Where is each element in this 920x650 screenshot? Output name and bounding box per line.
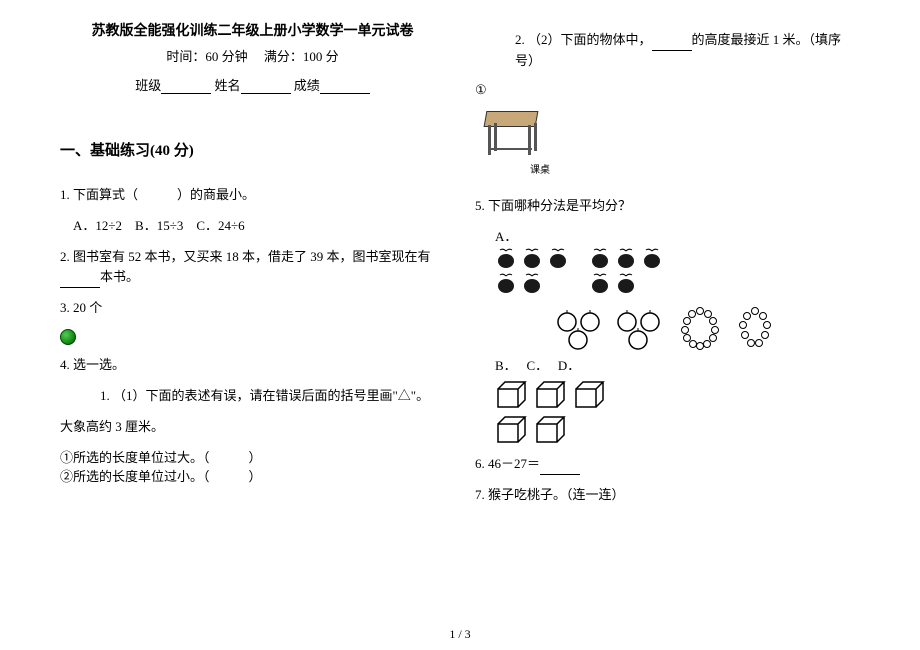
exam-title: 苏教版全能强化训练二年级上册小学数学一单元试卷: [60, 20, 445, 40]
acorn-icon: [547, 248, 569, 270]
acorn-icon: [495, 248, 517, 270]
q5-num: 5.: [475, 198, 485, 213]
q7-num: 7.: [475, 487, 485, 502]
acorn-icon: [589, 273, 611, 295]
desk-label: 课桌: [530, 161, 860, 176]
green-ball-icon: [60, 329, 76, 345]
question-1: 1. 下面算式（ ）的商最小。: [60, 185, 445, 206]
q5-text: 下面哪种分法是平均分？: [488, 198, 631, 213]
apples-icon: [555, 310, 605, 350]
class-label: 班级: [135, 78, 161, 93]
acorn-icon: [641, 248, 663, 270]
q4-sub1-num: 1.: [100, 388, 110, 403]
section-heading: 一、基础练习(40 分): [60, 139, 445, 160]
q7-text: 猴子吃桃子。（连一连）: [488, 487, 625, 502]
name-blank: [241, 79, 291, 94]
q5-optB: B．: [495, 358, 510, 373]
class-blank: [161, 79, 211, 94]
question-4: 4. 选一选。: [60, 355, 445, 376]
acorn-icon: [589, 248, 611, 270]
exam-meta: 时间：60 分钟 满分：100 分: [60, 46, 445, 65]
q5-cubes: [475, 379, 615, 444]
q4-sub2-num: 2.: [515, 32, 525, 47]
time-label: 时间：60 分钟: [166, 49, 247, 64]
desk-icon: [480, 103, 540, 163]
q4-num: 4.: [60, 357, 70, 372]
q4-opt2: ②所选的长度单位过小。（ ）: [60, 466, 445, 485]
q2-text: 图书室有 52 本书，又买来 18 本，借走了 39 本，图书室现在有: [73, 249, 431, 264]
question-2: 2. 图书室有 52 本书，又买来 18 本，借走了 39 本，图书室现在有本书…: [60, 247, 445, 289]
q5-optD: D．: [558, 358, 580, 373]
q3-num: 3.: [60, 300, 70, 315]
score-label: 成绩: [294, 78, 320, 93]
cube-icon: [534, 414, 568, 444]
page-number: 1 / 3: [0, 627, 920, 642]
beads-oval-icon: [735, 305, 775, 350]
question-7: 7. 猴子吃桃子。（连一连）: [475, 485, 860, 506]
q2-num: 2.: [60, 249, 70, 264]
q4-sub2: 2. （2）下面的物体中，的高度最接近 1 米。（填序号）: [475, 30, 860, 72]
acorn-icon: [521, 273, 543, 295]
q4-text: 选一选。: [73, 357, 125, 372]
score-blank: [320, 79, 370, 94]
q5-fruits: [555, 305, 860, 350]
q5-optA-label: A．: [475, 226, 860, 245]
acorn-icon: [615, 248, 637, 270]
beads-oval-icon: [675, 305, 725, 350]
question-5: 5. 下面哪种分法是平均分？: [475, 196, 860, 217]
acorn-icon: [521, 248, 543, 270]
cube-icon: [534, 379, 568, 409]
cube-icon: [495, 379, 529, 409]
student-info: 班级 姓名 成绩: [60, 75, 445, 94]
q2-blank: [60, 273, 100, 288]
q4-sub2-blank: [652, 36, 692, 51]
apples-icon: [615, 310, 665, 350]
q1-options: A．12÷2 B．15÷3 C．24÷6: [60, 216, 445, 237]
q4-circle1: ①: [475, 82, 860, 98]
q1-text: 下面算式（ ）的商最小。: [73, 187, 255, 202]
q5-acorns: [475, 248, 860, 295]
q4-sub1-text: （1）下面的表述有误，请在错误后面的括号里画"△"。: [113, 388, 429, 403]
question-3: 3. 20 个: [60, 298, 445, 319]
q5-bcd-labels: B． C． D．: [475, 355, 860, 374]
question-6: 6. 46－27＝: [475, 454, 860, 475]
q4-sub1: 1. （1）下面的表述有误，请在错误后面的括号里画"△"。: [60, 386, 445, 407]
cube-icon: [495, 414, 529, 444]
acorn-icon: [495, 273, 517, 295]
q3-text: 20 个: [73, 300, 102, 315]
q4-sub2-text: （2）下面的物体中，: [528, 32, 652, 47]
q6-num: 6.: [475, 456, 485, 471]
q2-text2: 本书。: [100, 269, 139, 284]
name-label: 姓名: [214, 78, 240, 93]
q6-text: 46－27＝: [488, 456, 540, 471]
acorn-icon: [615, 273, 637, 295]
full-label: 满分：100 分: [264, 49, 339, 64]
cube-icon: [573, 379, 607, 409]
q5-optC: C．: [526, 358, 541, 373]
q6-blank: [540, 460, 580, 475]
q4-elephant: 大象高约 3 厘米。: [60, 417, 445, 438]
q4-opt1: ①所选的长度单位过大。（ ）: [60, 447, 445, 466]
q1-num: 1.: [60, 187, 70, 202]
